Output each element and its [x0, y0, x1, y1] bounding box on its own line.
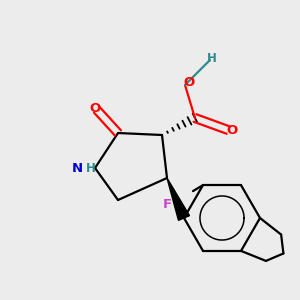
Text: H: H	[207, 52, 217, 64]
Text: O: O	[183, 76, 195, 89]
Text: F: F	[162, 198, 172, 211]
Text: O: O	[89, 101, 100, 115]
Polygon shape	[167, 178, 190, 220]
Text: O: O	[226, 124, 238, 136]
Text: N: N	[71, 163, 82, 176]
Text: H: H	[86, 163, 96, 176]
